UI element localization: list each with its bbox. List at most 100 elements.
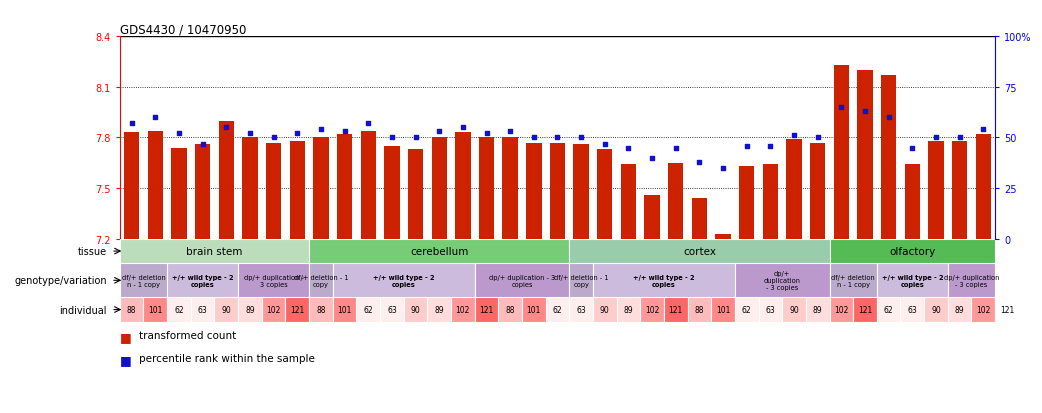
Point bbox=[668, 145, 685, 152]
Point bbox=[337, 129, 353, 135]
Point bbox=[171, 131, 188, 138]
Bar bbox=[239, 264, 309, 297]
Text: +/+ wild type - 2
copies: +/+ wild type - 2 copies bbox=[882, 274, 943, 287]
Text: 89: 89 bbox=[435, 305, 444, 314]
Text: ■: ■ bbox=[120, 353, 131, 366]
Text: dp/+
duplication
- 3 copies: dp/+ duplication - 3 copies bbox=[764, 271, 800, 291]
Bar bbox=[546, 297, 569, 322]
Bar bbox=[195, 145, 210, 239]
Bar bbox=[880, 76, 896, 239]
Text: 101: 101 bbox=[716, 305, 730, 314]
Bar bbox=[900, 297, 924, 322]
Bar bbox=[664, 297, 688, 322]
Bar bbox=[928, 142, 944, 239]
Bar bbox=[479, 138, 494, 239]
Bar bbox=[262, 297, 286, 322]
Point bbox=[927, 135, 944, 141]
Point bbox=[359, 121, 376, 127]
Bar bbox=[337, 135, 352, 239]
Bar bbox=[805, 297, 829, 322]
Bar bbox=[829, 239, 995, 264]
Bar bbox=[829, 264, 876, 297]
Point bbox=[715, 165, 731, 172]
Bar bbox=[569, 297, 593, 322]
Text: 121: 121 bbox=[669, 305, 683, 314]
Text: 62: 62 bbox=[364, 305, 373, 314]
Bar bbox=[144, 297, 167, 322]
Point bbox=[478, 131, 495, 138]
Point bbox=[430, 129, 447, 135]
Bar bbox=[712, 297, 735, 322]
Text: 121: 121 bbox=[858, 305, 872, 314]
Point bbox=[573, 135, 590, 141]
Bar bbox=[759, 297, 783, 322]
Bar bbox=[361, 131, 376, 239]
Text: dp/+ duplication -
3 copies: dp/+ duplication - 3 copies bbox=[244, 274, 303, 287]
Text: df/+ deletion
n - 1 copy: df/+ deletion n - 1 copy bbox=[832, 274, 875, 287]
Bar bbox=[621, 165, 636, 239]
Bar bbox=[876, 297, 900, 322]
Bar bbox=[356, 297, 380, 322]
Text: 62: 62 bbox=[552, 305, 563, 314]
Text: df/+ deletion - 1
copy: df/+ deletion - 1 copy bbox=[294, 274, 348, 287]
Bar bbox=[380, 297, 403, 322]
Bar bbox=[573, 145, 589, 239]
Text: individual: individual bbox=[59, 305, 106, 315]
Bar bbox=[640, 297, 664, 322]
Text: 88: 88 bbox=[505, 305, 515, 314]
Text: 63: 63 bbox=[387, 305, 397, 314]
Bar bbox=[829, 297, 853, 322]
Bar bbox=[309, 264, 332, 297]
Bar bbox=[120, 297, 144, 322]
Point bbox=[762, 143, 778, 150]
Bar bbox=[332, 264, 475, 297]
Point bbox=[549, 135, 566, 141]
Bar bbox=[948, 297, 971, 322]
Point bbox=[691, 159, 708, 166]
Bar bbox=[550, 143, 565, 239]
Bar bbox=[810, 143, 825, 239]
Text: percentile rank within the sample: percentile rank within the sample bbox=[139, 353, 315, 363]
Bar bbox=[167, 297, 191, 322]
Bar bbox=[167, 264, 239, 297]
Text: 89: 89 bbox=[623, 305, 634, 314]
Text: transformed count: transformed count bbox=[139, 330, 235, 340]
Text: 101: 101 bbox=[338, 305, 352, 314]
Bar bbox=[427, 297, 451, 322]
Bar bbox=[309, 239, 569, 264]
Bar bbox=[739, 167, 754, 239]
Bar bbox=[332, 297, 356, 322]
Point bbox=[123, 121, 140, 127]
Bar bbox=[120, 264, 167, 297]
Point bbox=[194, 141, 210, 147]
Point bbox=[810, 135, 826, 141]
Bar bbox=[995, 297, 1019, 322]
Point bbox=[407, 135, 424, 141]
Bar bbox=[975, 135, 991, 239]
Bar bbox=[593, 297, 617, 322]
Bar bbox=[239, 297, 262, 322]
Bar bbox=[904, 165, 920, 239]
Text: 90: 90 bbox=[789, 305, 799, 314]
Text: 102: 102 bbox=[455, 305, 470, 314]
Bar bbox=[148, 131, 163, 239]
Point bbox=[242, 131, 258, 138]
Point bbox=[833, 104, 849, 111]
Bar bbox=[853, 297, 876, 322]
Text: 121: 121 bbox=[479, 305, 494, 314]
Text: tissue: tissue bbox=[77, 247, 106, 256]
Bar bbox=[858, 71, 873, 239]
Bar bbox=[314, 138, 328, 239]
Text: cortex: cortex bbox=[683, 247, 716, 256]
Text: dp/+ duplication - 3
copies: dp/+ duplication - 3 copies bbox=[489, 274, 555, 287]
Point bbox=[454, 125, 471, 131]
Bar bbox=[451, 297, 475, 322]
Point bbox=[644, 155, 661, 161]
Text: 89: 89 bbox=[813, 305, 822, 314]
Text: df/+ deletion - 1
copy: df/+ deletion - 1 copy bbox=[554, 274, 609, 287]
Bar bbox=[593, 264, 735, 297]
Bar bbox=[219, 121, 234, 239]
Bar bbox=[569, 264, 593, 297]
Point bbox=[502, 129, 519, 135]
Point bbox=[266, 135, 282, 141]
